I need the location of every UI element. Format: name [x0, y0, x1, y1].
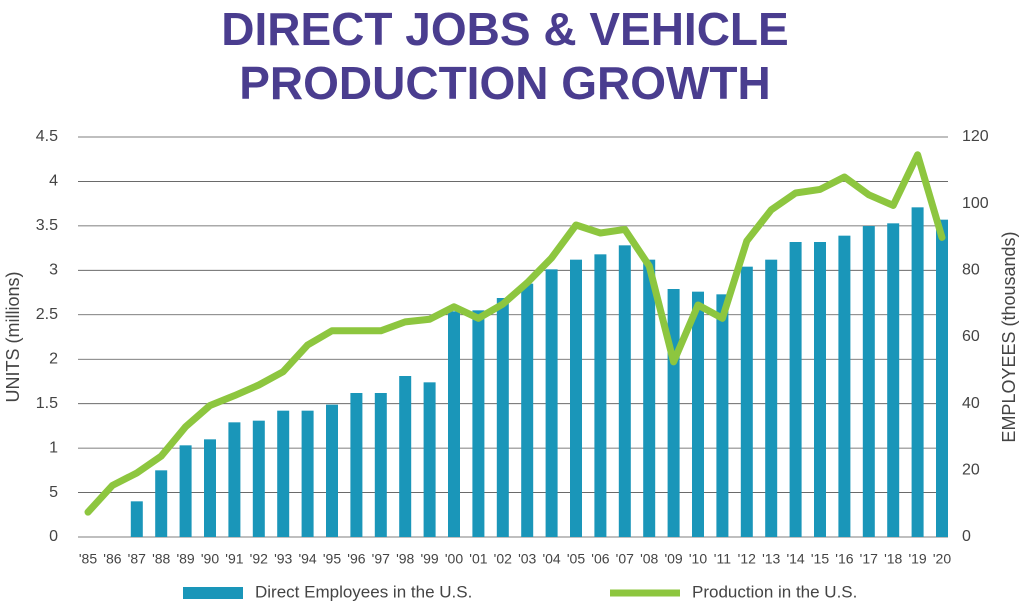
bar [911, 207, 924, 538]
bar [448, 311, 460, 537]
bar [399, 376, 412, 537]
bar [618, 245, 631, 538]
y-tick-label: 4.5 [36, 128, 58, 145]
x-tick-label: '19 [908, 551, 926, 567]
y-tick-label: 1.5 [36, 395, 58, 412]
x-tick-label: '08 [640, 551, 658, 567]
x-tick-label: '20 [933, 551, 951, 567]
x-tick-label: '16 [835, 551, 853, 567]
y-axis-label: UNITS (millions) [3, 271, 23, 402]
bar [570, 259, 582, 537]
bar [472, 310, 485, 537]
bar [350, 393, 363, 537]
bar [301, 410, 314, 537]
x-tick-label: '98 [396, 551, 414, 567]
x-tick-label: '95 [323, 551, 341, 567]
x-tick-label: '15 [811, 551, 829, 567]
bar [692, 291, 704, 537]
x-tick-label: '88 [152, 551, 170, 567]
x-tick-label: '11 [714, 551, 731, 567]
x-tick-label: '91 [225, 551, 243, 567]
legend-label: Production in the U.S. [692, 582, 857, 601]
line [84, 151, 946, 516]
bar [521, 283, 534, 537]
bar [862, 226, 875, 537]
legend-swatch [183, 587, 243, 599]
y2-tick-label: 0 [962, 528, 971, 545]
x-tick-label: '89 [176, 551, 194, 567]
bar [374, 393, 387, 537]
bar [252, 420, 265, 537]
x-tick-label: '12 [738, 551, 756, 567]
x-tick-label: '02 [494, 551, 512, 567]
x-tick-label: '01 [469, 551, 487, 567]
y2-tick-label: 100 [962, 195, 989, 212]
y-tick-label: 1 [49, 439, 58, 456]
y-tick-label: 2 [49, 350, 58, 367]
y2-axis-label: EMPLOYEES (thousands) [999, 231, 1019, 442]
x-tick-label: '96 [347, 551, 365, 567]
bar [789, 242, 802, 537]
y-tick-label: 5 [49, 484, 58, 501]
x-tick-label: '04 [542, 551, 560, 567]
x-tick-label: '10 [689, 551, 707, 567]
bar [643, 259, 656, 537]
x-tick-label: '90 [201, 551, 219, 567]
y-tick-label: 2.5 [36, 306, 58, 323]
bar [130, 501, 143, 537]
x-tick-label: '18 [884, 551, 902, 567]
bar [594, 254, 607, 538]
y2-tick-label: 80 [962, 262, 980, 279]
x-tick-label: '99 [420, 551, 438, 567]
x-tick-label: '13 [762, 551, 780, 567]
x-tick-label: '06 [591, 551, 609, 567]
x-tick-label: '94 [298, 551, 316, 567]
bar [228, 422, 241, 537]
x-tick-label: '97 [372, 551, 390, 567]
x-tick-label: '85 [79, 551, 97, 567]
bar [667, 289, 680, 537]
bar [936, 219, 948, 537]
x-tick-label: '09 [664, 551, 682, 567]
bar [545, 269, 558, 537]
bar [496, 298, 509, 537]
bar [326, 404, 338, 537]
bar [204, 439, 216, 537]
bar [179, 445, 192, 537]
x-tick-label: '93 [274, 551, 292, 567]
bar [814, 242, 826, 537]
y2-tick-label: 120 [962, 128, 989, 145]
x-tick-label: '92 [250, 551, 268, 567]
x-tick-label: '07 [616, 551, 634, 567]
bar [838, 235, 851, 537]
x-tick-label: '87 [128, 551, 146, 567]
x-tick-label: '86 [103, 551, 121, 567]
legend-label: Direct Employees in the U.S. [255, 582, 472, 601]
x-tick-label: '00 [445, 551, 463, 567]
bar [423, 382, 436, 537]
bar [716, 294, 729, 537]
bar [155, 470, 168, 537]
y-tick-label: 0 [49, 528, 58, 545]
x-tick-label: '03 [518, 551, 536, 567]
y2-tick-label: 40 [962, 395, 980, 412]
y2-tick-label: 20 [962, 462, 980, 479]
y-tick-label: 3 [49, 262, 58, 279]
chart-title: DIRECT JOBS & VEHICLE PRODUCTION GROWTH [221, 3, 789, 109]
y-tick-label: 4 [49, 173, 58, 190]
bar [740, 266, 753, 537]
bar [887, 223, 900, 538]
bar [277, 410, 290, 537]
y-tick-label: 3.5 [36, 217, 58, 234]
y2-tick-label: 60 [962, 328, 980, 345]
x-tick-label: '17 [860, 551, 878, 567]
x-tick-label: '14 [786, 551, 804, 567]
x-tick-label: '05 [567, 551, 585, 567]
bar [765, 259, 778, 537]
